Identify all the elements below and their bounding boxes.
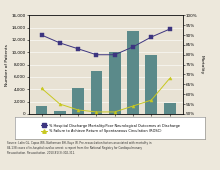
Text: Source: Lafin GL, Copas WS, Nathanson BH, Kaye W. Pre-resuscitation factors asso: Source: Lafin GL, Copas WS, Nathanson BH… [7, 141, 151, 155]
Y-axis label: Mortality: Mortality [200, 55, 204, 74]
Bar [164, 103, 176, 114]
Y-axis label: Number of Patients: Number of Patients [5, 44, 9, 86]
Bar [127, 31, 139, 114]
Bar [72, 88, 84, 114]
Bar [90, 71, 102, 114]
X-axis label: Age (years): Age (years) [93, 122, 118, 126]
Bar [54, 111, 66, 114]
Legend: % Hospital Discharge Mortality/Poor Neurological Outcomes at Discharge, % Failur: % Hospital Discharge Mortality/Poor Neur… [40, 123, 180, 134]
Bar [109, 52, 121, 114]
Bar [145, 55, 157, 114]
Bar [36, 106, 48, 114]
